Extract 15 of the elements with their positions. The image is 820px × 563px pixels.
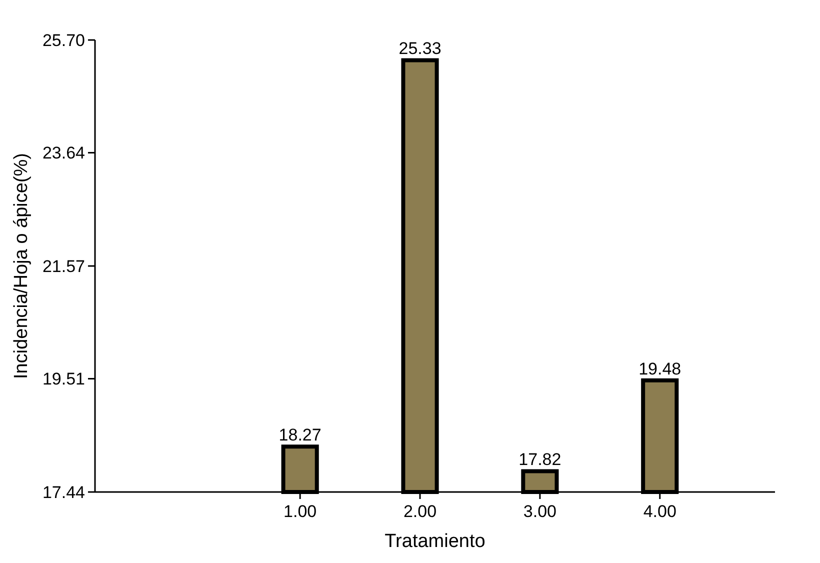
y-tick-label: 25.70 [42,30,85,50]
data-label: 25.33 [398,39,442,58]
y-tick-label: 17.44 [42,482,85,502]
x-tick-label: 2.00 [403,502,437,521]
x-tick-label: 3.00 [523,502,556,521]
y-tick-label: 23.64 [42,144,85,163]
data-label: 17.82 [518,450,562,470]
y-axis-title: Incidencia/Hoja o ápice(%) [11,152,32,380]
x-tick-label: 4.00 [643,502,676,521]
x-tick-label: 1.00 [284,502,317,521]
x-axis-title: Tratamiento [384,531,486,552]
y-tick-label: 19.51 [42,370,85,389]
data-label: 19.48 [638,359,682,378]
data-label: 18.27 [278,426,322,445]
y-tick-label: 21.57 [42,256,85,276]
